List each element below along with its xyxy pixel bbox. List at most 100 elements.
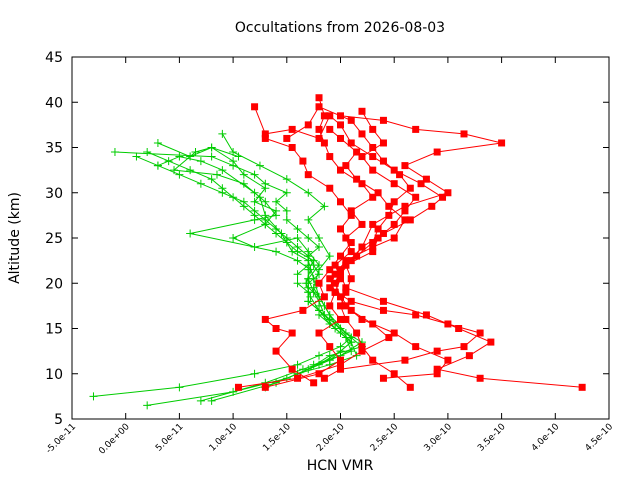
data-point-plus [196, 179, 205, 188]
data-point-square [379, 139, 387, 147]
data-point-square [337, 121, 344, 129]
data-point-plus [282, 188, 291, 197]
profile-line [329, 115, 502, 379]
data-point-plus [250, 170, 259, 179]
data-point-plus [186, 166, 195, 175]
data-point-plus [170, 166, 179, 175]
y-tick-label: 35 [45, 141, 63, 157]
data-point-plus [143, 401, 152, 410]
data-point-plus [325, 252, 334, 261]
data-point-square [288, 144, 296, 151]
data-point-square [326, 184, 334, 192]
data-point-square [439, 193, 447, 201]
data-point-plus [309, 360, 318, 369]
data-point-square [369, 153, 377, 161]
x-tick-label: 5.0e-11 [154, 422, 186, 454]
data-point-square [390, 329, 398, 337]
data-point-square [465, 352, 473, 360]
data-point-square [487, 338, 495, 346]
data-point-plus [293, 360, 302, 369]
data-point-plus [304, 297, 313, 306]
data-point-square [331, 270, 339, 278]
data-point-square [315, 370, 323, 378]
y-tick-label: 25 [45, 231, 63, 247]
data-point-square [342, 284, 350, 292]
data-point-square [369, 144, 377, 151]
x-tick-label: 4.5e-10 [584, 422, 616, 454]
x-tick-label: 2.0e-10 [315, 422, 347, 454]
x-tick-label: 2.5e-10 [369, 422, 401, 454]
data-point-square [347, 239, 355, 247]
y-tick-label: 10 [45, 367, 63, 383]
data-point-plus [255, 161, 264, 170]
data-point-square [337, 166, 344, 174]
data-point-square [326, 302, 334, 310]
data-point-square [320, 139, 328, 147]
y-tick-label: 30 [45, 186, 63, 202]
data-point-square [406, 184, 414, 192]
data-point-plus [218, 129, 227, 138]
data-point-square [401, 202, 409, 210]
data-point-plus [239, 179, 248, 188]
data-point-square [433, 347, 441, 355]
data-point-plus [304, 234, 313, 242]
data-point-square [460, 130, 468, 138]
y-tick-label: 20 [45, 276, 63, 292]
data-point-square [347, 297, 355, 305]
data-point-square [342, 261, 350, 269]
data-point-square [374, 189, 382, 197]
data-point-square [299, 157, 307, 165]
data-point-square [331, 279, 339, 287]
data-point-square [369, 166, 377, 174]
data-point-square [326, 266, 334, 274]
y-tick-label: 45 [45, 50, 63, 66]
green-profile-series [89, 129, 366, 410]
data-point-square [261, 130, 269, 138]
data-point-square [342, 288, 350, 296]
data-point-plus [282, 175, 291, 184]
data-point-square [342, 302, 350, 310]
data-point-plus [282, 206, 291, 215]
data-point-square [390, 180, 398, 188]
data-point-square [369, 248, 377, 256]
data-point-square [390, 370, 398, 378]
data-point-plus [315, 351, 324, 360]
data-point-square [406, 216, 414, 224]
y-axis-label: Altitude (km) [7, 192, 23, 284]
data-point-square [251, 103, 259, 111]
data-point-square [417, 180, 425, 188]
data-point-square [353, 175, 361, 183]
plot-frame [71, 56, 610, 420]
data-point-square [358, 315, 366, 323]
data-point-square [498, 139, 506, 147]
data-point-plus [277, 229, 286, 238]
data-point-square [283, 134, 291, 142]
y-axis: 5 10 15 20 25 30 35 40 45 [45, 50, 609, 428]
data-point-square [358, 220, 366, 228]
data-point-plus [261, 220, 270, 229]
data-point-square [347, 248, 355, 256]
red-profile-series [234, 94, 586, 391]
data-point-square [304, 171, 312, 179]
data-point-square [261, 383, 269, 391]
data-point-square [337, 356, 344, 364]
data-point-plus [302, 279, 311, 288]
data-point-square [353, 329, 361, 337]
data-point-plus [309, 274, 318, 283]
data-point-square [326, 275, 334, 283]
data-point-square [379, 297, 387, 305]
data-point-square [347, 211, 355, 219]
data-point-plus [191, 148, 200, 157]
data-point-plus [175, 383, 184, 392]
data-point-square [337, 198, 344, 206]
data-point-square [374, 225, 382, 233]
data-point-square [358, 107, 366, 115]
data-point-square [315, 329, 323, 337]
data-point-plus [250, 369, 259, 378]
data-point-square [401, 162, 409, 170]
data-point-square [358, 343, 366, 351]
x-tick-label: 3.5e-10 [476, 422, 508, 454]
data-point-square [272, 347, 280, 355]
data-point-plus [261, 211, 270, 220]
